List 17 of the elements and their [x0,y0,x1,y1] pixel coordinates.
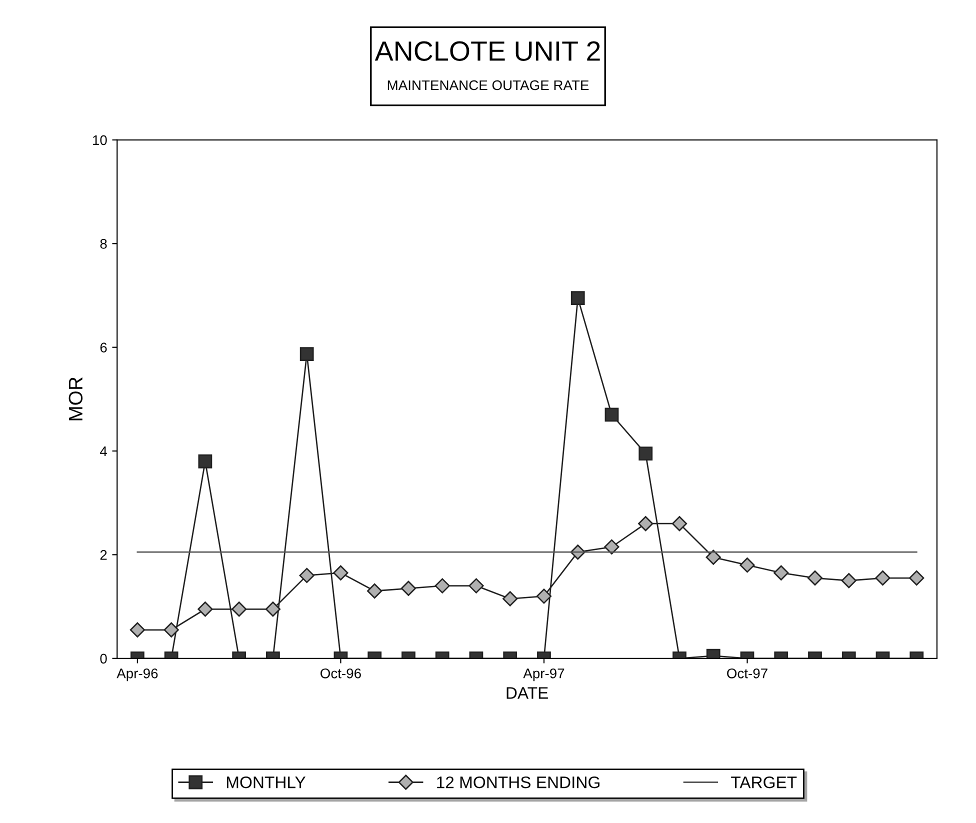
x-tick-label: Oct-97 [727,668,768,678]
x-tick-label: Oct-96 [320,668,361,678]
chart-subtitle: MAINTENANCE OUTAGE RATE [388,80,589,90]
x-axis-title: DATE [506,687,548,699]
legend-label: TARGET [731,776,797,788]
chart-title: ANCLOTE UNIT 2 [374,41,600,61]
y-tick-label: 10 [93,135,107,146]
y-tick-label: 0 [100,654,107,664]
legend-label: MONTHLY [226,776,306,788]
legend-label: 12 MONTHS ENDING [437,776,600,788]
x-tick-label: Apr-96 [116,668,158,682]
y-axis-title: MOR [68,377,83,420]
y-tick-label: 6 [100,342,107,352]
y-tick-label: 2 [100,550,107,560]
y-tick-label: 4 [100,446,107,456]
y-tick-label: 8 [100,238,107,249]
x-tick-label: Apr-97 [523,668,564,682]
